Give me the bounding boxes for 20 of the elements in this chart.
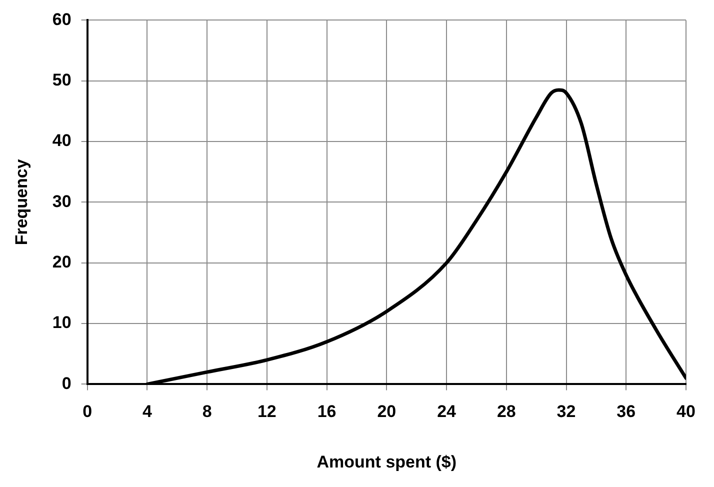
y-tick-label: 50 <box>52 70 72 90</box>
x-tick-label: 40 <box>676 402 696 422</box>
x-tick-label: 24 <box>437 402 457 422</box>
x-tick-label: 8 <box>202 402 212 422</box>
x-tick-label: 28 <box>496 402 516 422</box>
y-axis-title: Frequency <box>12 158 31 246</box>
x-tick-label: 20 <box>377 402 396 422</box>
x-tick-label: 12 <box>257 402 276 422</box>
y-tick-label: 40 <box>52 131 72 150</box>
y-tick-label: 60 <box>52 10 72 29</box>
x-tick-label: 0 <box>82 402 92 422</box>
x-tick-label: 32 <box>556 402 576 422</box>
x-tick-label: 36 <box>616 402 636 422</box>
y-tick-label: 30 <box>52 192 72 211</box>
x-axis-title: Amount spent ($) <box>316 452 457 472</box>
y-tick-label: 20 <box>52 252 72 272</box>
x-tick-label: 4 <box>142 402 152 422</box>
y-tick-label: 10 <box>52 313 72 332</box>
x-tick-label: 16 <box>317 402 336 422</box>
y-tick-label: 0 <box>62 374 72 393</box>
